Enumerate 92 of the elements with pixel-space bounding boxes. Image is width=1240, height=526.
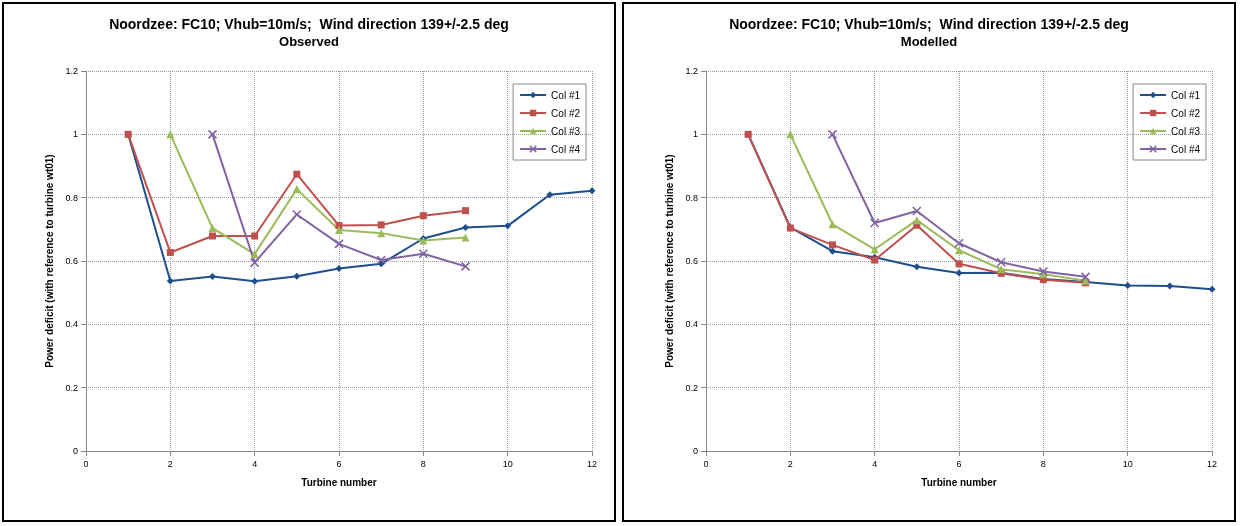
point [377,221,385,229]
legend-label: Col #3 [551,125,581,137]
legend-label: Col #4 [1171,143,1201,155]
legend-label: Col #3 [1171,125,1201,137]
y-axis-title: Power deficit (with reference to turbine wt01) [664,154,676,368]
point [209,273,216,281]
y-tick-label: 0.2 [685,382,698,393]
x-tick-label: 4 [872,458,878,469]
point [335,225,343,234]
y-tick-label: 0.8 [685,192,698,203]
y-tick-label: 1 [72,129,78,140]
point [334,239,344,249]
point [462,223,469,231]
point [1124,281,1132,289]
x-tick-label: 10 [502,458,513,469]
y-tick-label: 0.4 [65,319,78,330]
point [376,255,386,265]
point [208,224,217,233]
legend-label: Col #2 [1171,107,1201,119]
x-tick-label: 6 [336,458,342,469]
point [460,261,471,272]
chart-title: Noordzee: FC10; Vhub=10m/s; Wind direction 139+/-2.5 deg [729,16,1129,32]
point [1080,272,1091,282]
point [869,218,880,228]
point [293,170,301,178]
point [829,247,836,255]
y-tick-label: 1.2 [65,66,78,76]
point [250,250,259,259]
point [335,265,343,273]
y-tick-label: 1.2 [685,66,698,76]
x-tick-label: 0 [83,458,89,469]
point [209,232,216,240]
legend-label: Col #2 [551,107,581,119]
x-tick-label: 8 [420,458,426,469]
legend-label: Col #1 [1171,89,1201,101]
point [955,260,963,268]
chart-subtitle: Observed [279,34,340,49]
x-tick-label: 2 [167,458,173,469]
x-tick-label: 2 [787,458,793,469]
y-tick-label: 0 [692,446,698,456]
point [829,241,836,249]
point [462,207,469,215]
point [251,277,259,285]
y-tick-label: 1 [692,129,698,140]
x-tick-label: 0 [703,458,709,469]
y-axis-title: Power deficit (with reference to turbine wt01) [44,154,56,368]
point [461,233,470,242]
point [335,222,343,230]
x-tick-label: 12 [1206,458,1218,469]
point [251,232,259,240]
y-tick-label: 0.2 [65,382,78,393]
y-tick-label: 0.8 [65,192,78,203]
x-tick-label: 4 [252,458,258,469]
point [1208,285,1216,293]
point [249,257,260,268]
y-tick-label: 0 [72,446,78,456]
y-tick-label: 0.6 [65,256,78,266]
x-tick-label: 10 [1122,458,1133,469]
point [996,257,1006,268]
point [588,187,596,195]
x-axis-title: Turbine number [921,476,997,488]
point [207,129,218,140]
point [166,248,174,256]
point [504,222,512,230]
point [912,216,921,225]
point [955,269,963,277]
point [546,191,554,199]
x-tick-label: 8 [1040,458,1046,469]
point [913,263,921,271]
point [292,185,301,194]
point [293,272,301,280]
point [1038,266,1049,277]
point [418,248,429,259]
chart-title: Noordzee: FC10; Vhub=10m/s; Wind direction 139+/-2.5 deg [109,16,509,32]
point [292,209,302,220]
point [954,238,964,249]
point [377,229,386,238]
y-tick-label: 0.4 [685,319,698,330]
legend-label: Col #1 [551,89,581,101]
y-tick-label: 0.6 [685,256,698,266]
chart-subtitle: Modelled [900,34,958,49]
x-axis-title: Turbine number [301,476,377,488]
point [166,277,174,285]
legend-label: Col #4 [551,143,581,155]
point [419,212,427,220]
point [955,246,963,255]
x-tick-label: 12 [586,458,598,469]
x-tick-label: 6 [956,458,962,469]
point [1166,282,1174,290]
point [912,206,922,216]
point [827,129,838,140]
point [828,220,837,229]
